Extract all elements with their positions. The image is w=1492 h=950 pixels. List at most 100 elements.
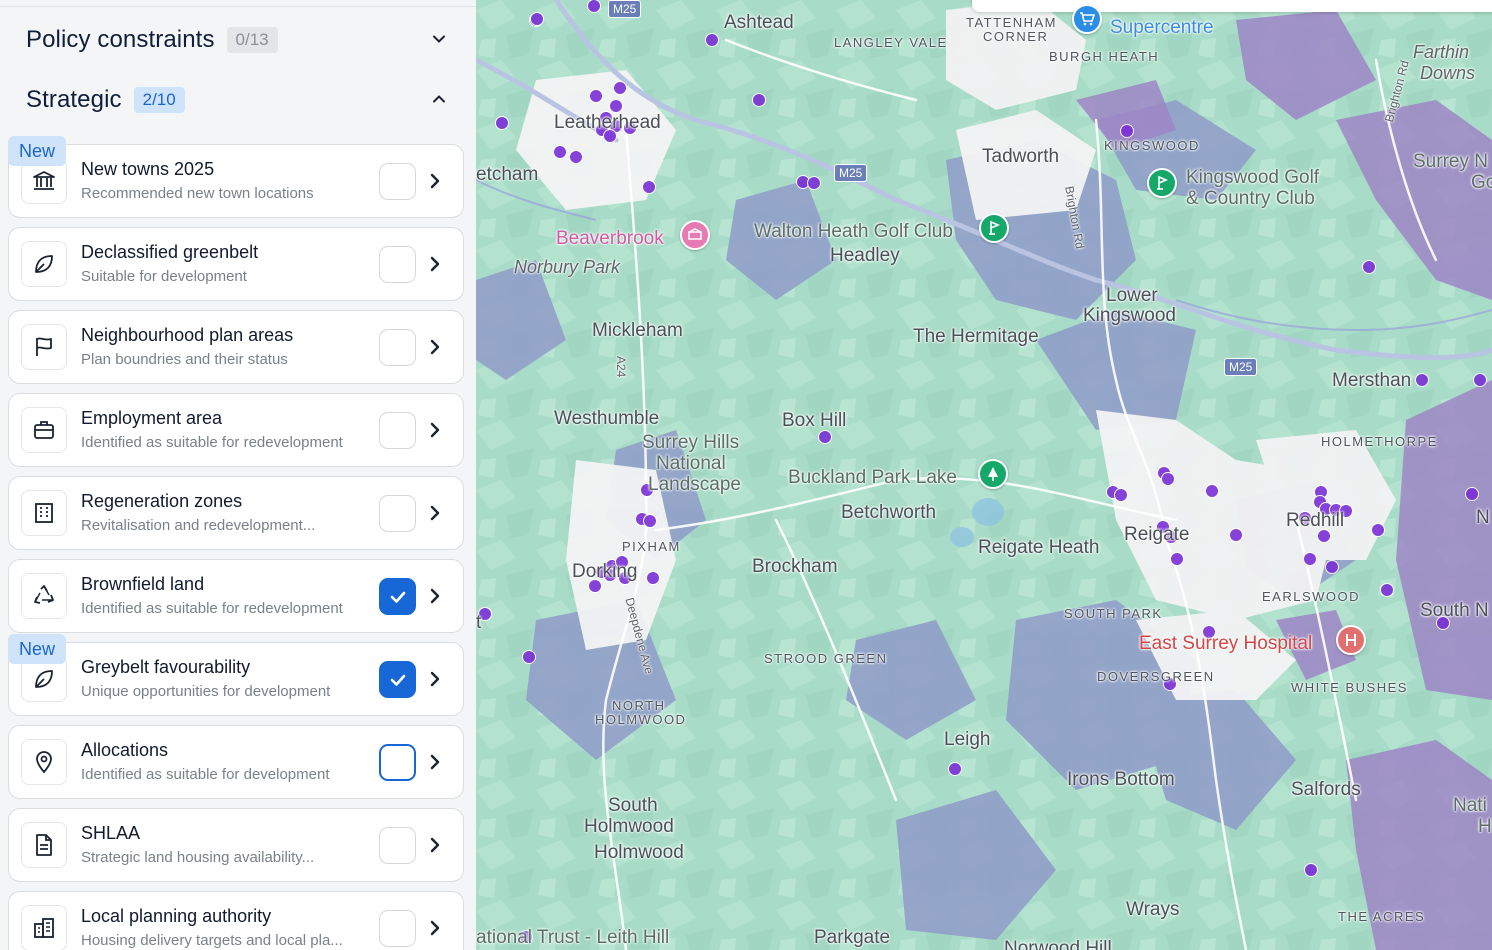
brownfield-site-marker[interactable] xyxy=(1415,373,1429,387)
brownfield-site-marker[interactable] xyxy=(589,89,603,103)
golf-icon[interactable] xyxy=(979,213,1009,243)
brownfield-site-marker[interactable] xyxy=(1163,677,1177,691)
chevron-right-icon[interactable] xyxy=(429,836,441,854)
brownfield-site-marker[interactable] xyxy=(1325,560,1339,574)
brownfield-site-marker[interactable] xyxy=(1156,520,1170,534)
brownfield-site-marker[interactable] xyxy=(752,93,766,107)
brownfield-site-marker[interactable] xyxy=(553,145,567,159)
chevron-right-icon[interactable] xyxy=(429,919,441,937)
shopping-cart-icon[interactable] xyxy=(1072,4,1102,34)
brownfield-site-marker[interactable] xyxy=(609,99,623,113)
map-canvas[interactable] xyxy=(476,0,1492,950)
brownfield-site-marker[interactable] xyxy=(1303,552,1317,566)
brownfield-site-marker[interactable] xyxy=(618,571,632,585)
brownfield-site-marker[interactable] xyxy=(519,930,533,944)
m25-shield: M25 xyxy=(1224,358,1258,376)
chevron-right-icon[interactable] xyxy=(429,338,441,356)
layer-card[interactable]: SHLAA Strategic land housing availability… xyxy=(8,808,464,882)
brownfield-site-marker[interactable] xyxy=(1317,529,1331,543)
chevron-right-icon[interactable] xyxy=(429,255,441,273)
brownfield-site-marker[interactable] xyxy=(1473,373,1487,387)
brownfield-site-marker[interactable] xyxy=(1436,616,1450,630)
brownfield-site-marker[interactable] xyxy=(640,483,654,497)
layer-card[interactable]: Greybelt favourability Unique opportuniti… xyxy=(8,642,464,716)
brownfield-site-marker[interactable] xyxy=(603,568,617,582)
place-label: Mersthan xyxy=(1332,370,1412,391)
brownfield-site-marker[interactable] xyxy=(807,176,821,190)
chevron-down-icon[interactable] xyxy=(432,32,446,46)
brownfield-site-marker[interactable] xyxy=(1229,528,1243,542)
place-label: Brockham xyxy=(752,556,838,577)
checkmark-icon xyxy=(390,674,405,686)
museum-icon[interactable] xyxy=(680,220,710,250)
brownfield-site-marker[interactable] xyxy=(705,33,719,47)
brownfield-site-marker[interactable] xyxy=(1120,124,1134,138)
chevron-right-icon[interactable] xyxy=(429,670,441,688)
brownfield-site-marker[interactable] xyxy=(615,555,629,569)
layer-checkbox[interactable] xyxy=(379,661,416,698)
layer-card[interactable]: Local planning authority Housing delivery… xyxy=(8,891,464,950)
brownfield-site-marker[interactable] xyxy=(818,430,832,444)
policy-constraints-header[interactable]: Policy constraints 0/13 xyxy=(26,20,450,60)
brownfield-site-marker[interactable] xyxy=(1170,552,1184,566)
layer-card[interactable]: Neighbourhood plan areas Plan boundries a… xyxy=(8,310,464,384)
chevron-right-icon[interactable] xyxy=(429,587,441,605)
layer-card[interactable]: Declassified greenbelt Suitable for devel… xyxy=(8,227,464,301)
layer-card[interactable]: Brownfield land Identified as suitable fo… xyxy=(8,559,464,633)
park-icon[interactable] xyxy=(978,459,1008,489)
layer-card[interactable]: Employment area Identified as suitable fo… xyxy=(8,393,464,467)
brownfield-site-marker[interactable] xyxy=(569,150,583,164)
brownfield-site-marker[interactable] xyxy=(587,0,601,13)
brownfield-site-marker[interactable] xyxy=(1380,583,1394,597)
brownfield-site-marker[interactable] xyxy=(646,571,660,585)
layer-card[interactable]: Regeneration zones Revitalisation and red… xyxy=(8,476,464,550)
strategic-header[interactable]: Strategic 2/10 xyxy=(26,80,450,120)
brownfield-site-marker[interactable] xyxy=(613,81,627,95)
brownfield-site-marker[interactable] xyxy=(1339,504,1353,518)
layer-checkbox[interactable] xyxy=(379,329,416,366)
chevron-right-icon[interactable] xyxy=(429,172,441,190)
brownfield-site-marker[interactable] xyxy=(1304,863,1318,877)
brownfield-site-marker[interactable] xyxy=(1202,625,1216,639)
brownfield-site-marker[interactable] xyxy=(1164,530,1178,544)
layer-title: Neighbourhood plan areas xyxy=(81,325,294,345)
layer-card[interactable]: New towns 2025 Recommended new town locat… xyxy=(8,144,464,218)
layer-checkbox[interactable] xyxy=(379,578,416,615)
layer-checkbox[interactable] xyxy=(379,827,416,864)
layer-checkbox[interactable] xyxy=(379,744,416,781)
brownfield-site-marker[interactable] xyxy=(588,579,602,593)
layer-checkbox[interactable] xyxy=(379,163,416,200)
hospital-icon[interactable] xyxy=(1336,625,1366,655)
brownfield-site-marker[interactable] xyxy=(530,12,544,26)
brownfield-site-marker[interactable] xyxy=(1161,472,1175,486)
brownfield-site-marker[interactable] xyxy=(478,607,492,621)
brownfield-site-marker[interactable] xyxy=(642,180,656,194)
layer-checkbox[interactable] xyxy=(379,246,416,283)
layer-checkbox[interactable] xyxy=(379,910,416,947)
brownfield-site-marker[interactable] xyxy=(1371,523,1385,537)
layer-card[interactable]: Allocations Identified as suitable for de… xyxy=(8,725,464,799)
layer-checkbox[interactable] xyxy=(379,412,416,449)
chevron-right-icon[interactable] xyxy=(429,421,441,439)
brownfield-site-marker[interactable] xyxy=(1362,260,1376,274)
place-label: etcham xyxy=(476,164,539,185)
chevron-right-icon[interactable] xyxy=(429,753,441,771)
brownfield-site-marker[interactable] xyxy=(1465,487,1479,501)
brownfield-site-marker[interactable] xyxy=(643,514,657,528)
brownfield-site-marker[interactable] xyxy=(495,116,509,130)
brownfield-site-marker[interactable] xyxy=(623,121,637,135)
brownfield-site-marker[interactable] xyxy=(1205,484,1219,498)
map-view[interactable]: M25 M25 M25 Ashtead Leatherhead etcham L… xyxy=(476,0,1492,950)
brownfield-site-marker[interactable] xyxy=(1114,488,1128,502)
brownfield-site-marker[interactable] xyxy=(603,129,617,143)
place-label: Ashtead xyxy=(724,12,794,33)
layer-subtitle: Identified as suitable for development xyxy=(81,766,330,783)
brownfield-site-marker[interactable] xyxy=(522,650,536,664)
brownfield-site-marker[interactable] xyxy=(1298,511,1312,525)
layer-checkbox[interactable] xyxy=(379,495,416,532)
chevron-up-icon[interactable] xyxy=(432,92,446,106)
golf-icon[interactable] xyxy=(1147,168,1177,198)
layer-title: Declassified greenbelt xyxy=(81,242,259,262)
chevron-right-icon[interactable] xyxy=(429,504,441,522)
brownfield-site-marker[interactable] xyxy=(948,762,962,776)
